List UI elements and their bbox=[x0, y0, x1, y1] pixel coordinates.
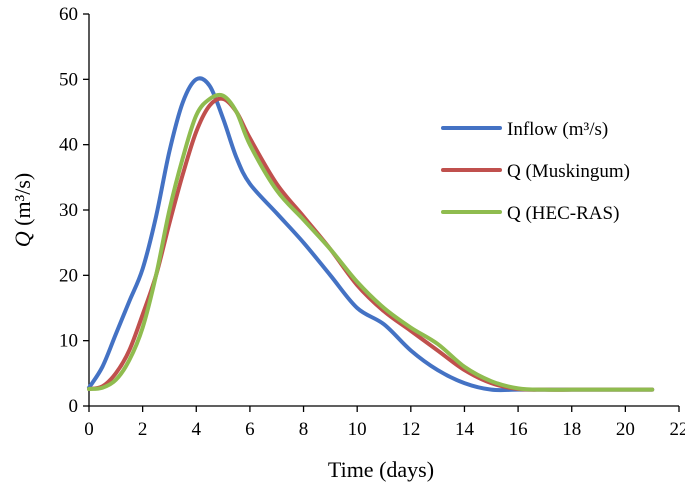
y-tick-label: 50 bbox=[59, 69, 78, 90]
x-tick-label: 8 bbox=[299, 419, 309, 440]
x-tick-label: 20 bbox=[616, 419, 635, 440]
x-tick-label: 6 bbox=[245, 419, 255, 440]
y-tick-label: 30 bbox=[59, 200, 78, 221]
legend-label-muskingum: Q (Muskingum) bbox=[507, 161, 630, 182]
y-tick-label: 10 bbox=[59, 331, 78, 352]
x-tick-label: 16 bbox=[509, 419, 528, 440]
x-tick-label: 0 bbox=[84, 419, 94, 440]
legend-label-hec-ras: Q (HEC-RAS) bbox=[507, 203, 619, 224]
legend-item-muskingum: Q (Muskingum) bbox=[441, 161, 630, 182]
x-ticks: 0 2 4 6 8 10 12 14 16 18 20 22 bbox=[84, 406, 685, 440]
x-axis-title: Time (days) bbox=[328, 457, 434, 482]
legend-item-inflow: Inflow (m³/s) bbox=[441, 119, 608, 140]
legend: Inflow (m³/s) Q (Muskingum) Q (HEC-RAS) bbox=[441, 119, 630, 224]
series-line-hec-ras bbox=[87, 92, 655, 392]
legend-label-inflow: Inflow (m³/s) bbox=[507, 119, 608, 140]
x-tick-label: 4 bbox=[192, 419, 202, 440]
y-tick-label: 0 bbox=[69, 396, 79, 417]
x-tick-label: 12 bbox=[401, 419, 420, 440]
y-tick-label: 40 bbox=[59, 135, 78, 156]
x-tick-label: 2 bbox=[138, 419, 148, 440]
y-axis-title-unit: (m³/s) bbox=[10, 173, 35, 232]
y-tick-label: 20 bbox=[59, 265, 78, 286]
y-axis-title: Q (m³/s) bbox=[10, 173, 35, 247]
plot-series bbox=[87, 76, 655, 393]
x-tick-label: 14 bbox=[455, 419, 475, 440]
x-tick-label: 10 bbox=[348, 419, 367, 440]
y-axis-title-symbol: Q bbox=[10, 231, 35, 247]
x-tick-label: 22 bbox=[670, 419, 685, 440]
x-axis: 0 2 4 6 8 10 12 14 16 18 20 22 bbox=[84, 405, 685, 440]
legend-item-hec-ras: Q (HEC-RAS) bbox=[441, 203, 619, 224]
y-tick-label: 60 bbox=[59, 4, 78, 25]
x-tick-label: 18 bbox=[562, 419, 581, 440]
y-axis: 0 10 20 30 40 50 60 bbox=[59, 4, 90, 417]
y-ticks: 0 10 20 30 40 50 60 bbox=[59, 4, 89, 417]
